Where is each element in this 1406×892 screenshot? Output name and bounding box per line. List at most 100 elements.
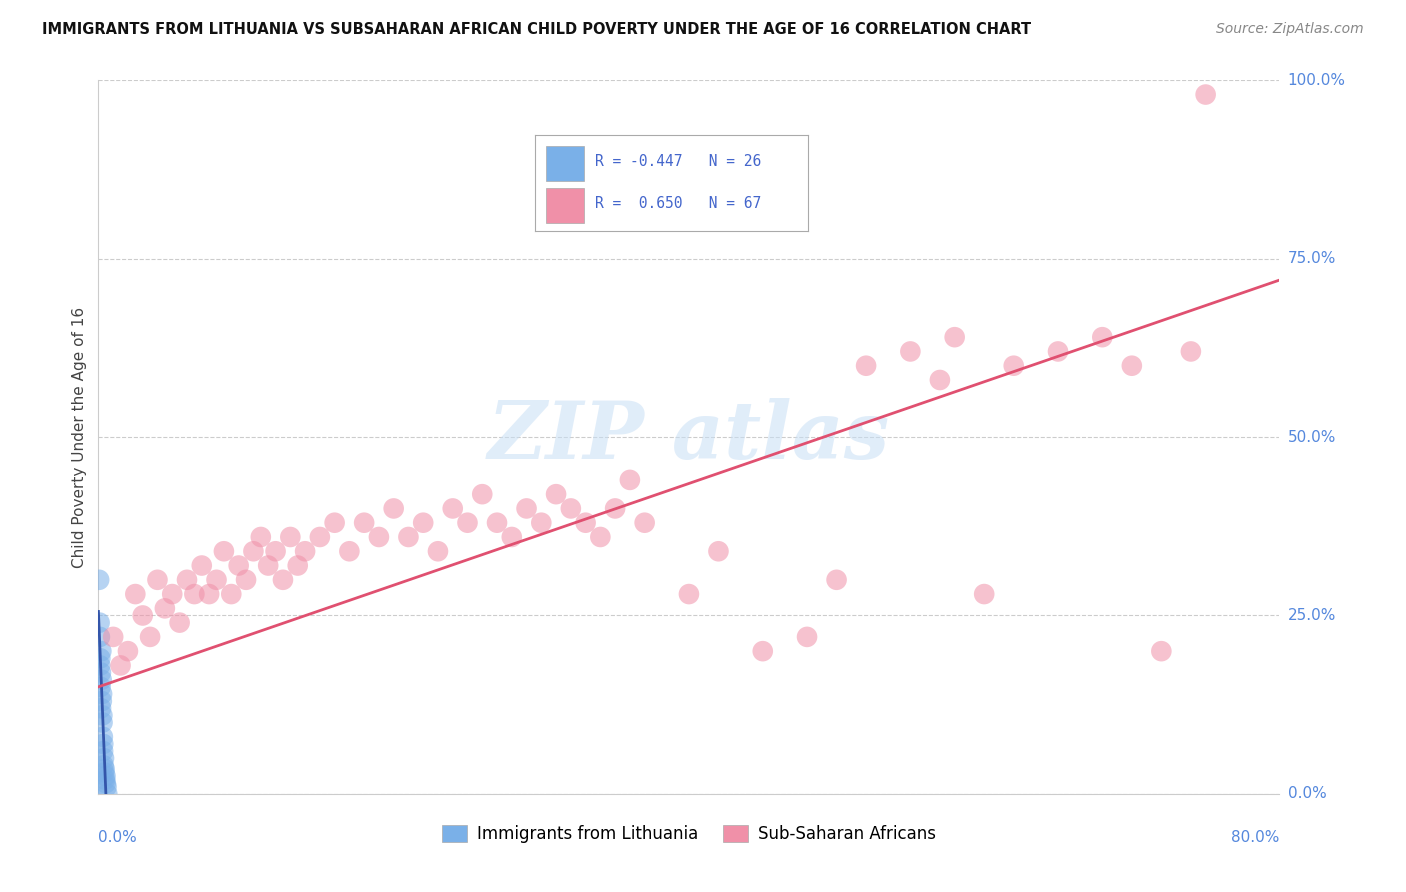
Point [91, 737, 114, 751]
Point [1150, 644, 1173, 658]
Point [589, 530, 612, 544]
Point [412, 516, 434, 530]
Point [139, 630, 162, 644]
Point [294, 544, 316, 558]
Text: 25.0%: 25.0% [1288, 608, 1336, 623]
Point [132, 608, 155, 623]
Point [929, 373, 952, 387]
Point [605, 501, 627, 516]
Point [93, 758, 115, 772]
Point [153, 601, 176, 615]
Point [198, 587, 221, 601]
Point [339, 544, 361, 558]
Point [90, 694, 112, 708]
Point [103, 630, 125, 644]
Point [90, 665, 112, 680]
Point [271, 573, 294, 587]
Point [110, 658, 132, 673]
Point [530, 516, 553, 530]
Point [457, 516, 479, 530]
Point [250, 530, 273, 544]
Point [91, 730, 114, 744]
Point [221, 587, 243, 601]
Text: 50.0%: 50.0% [1288, 430, 1336, 444]
Legend: Immigrants from Lithuania, Sub-Saharan Africans: Immigrants from Lithuania, Sub-Saharan A… [434, 818, 943, 850]
Point [94, 769, 117, 783]
Point [323, 516, 346, 530]
Point [205, 573, 228, 587]
Text: ZIP atlas: ZIP atlas [488, 399, 890, 475]
Point [634, 516, 657, 530]
Point [191, 558, 214, 573]
Point [94, 772, 117, 787]
FancyBboxPatch shape [546, 188, 585, 223]
Text: 0.0%: 0.0% [98, 830, 138, 845]
Point [471, 487, 494, 501]
Point [162, 587, 183, 601]
Point [825, 573, 848, 587]
Point [89, 658, 111, 673]
Point [183, 587, 205, 601]
Point [91, 744, 114, 758]
Point [287, 558, 309, 573]
Y-axis label: Child Poverty Under the Age of 16: Child Poverty Under the Age of 16 [72, 307, 87, 567]
Point [678, 587, 700, 601]
Point [1180, 344, 1202, 359]
Point [90, 680, 112, 694]
Text: 75.0%: 75.0% [1288, 252, 1336, 266]
Point [93, 765, 115, 780]
Point [93, 751, 115, 765]
Point [89, 630, 111, 644]
Point [1091, 330, 1114, 344]
Point [89, 573, 111, 587]
Point [264, 544, 287, 558]
Point [619, 473, 641, 487]
Text: R =  0.650   N = 67: R = 0.650 N = 67 [595, 196, 762, 211]
Point [124, 587, 146, 601]
Point [90, 701, 112, 715]
Point [546, 487, 568, 501]
FancyBboxPatch shape [546, 146, 585, 181]
Point [96, 787, 118, 801]
Text: 80.0%: 80.0% [1232, 830, 1279, 845]
Point [280, 530, 302, 544]
Point [91, 715, 114, 730]
Point [91, 708, 114, 723]
Point [353, 516, 375, 530]
Point [1047, 344, 1070, 359]
Point [427, 544, 450, 558]
Point [575, 516, 598, 530]
Point [93, 762, 115, 776]
Point [309, 530, 332, 544]
Point [1195, 87, 1218, 102]
Point [146, 573, 169, 587]
Point [516, 501, 538, 516]
Point [1002, 359, 1025, 373]
Point [90, 673, 112, 687]
Point [176, 573, 198, 587]
Point [257, 558, 280, 573]
Point [943, 330, 966, 344]
Point [212, 544, 235, 558]
Point [117, 644, 139, 658]
Point [382, 501, 405, 516]
Text: 0.0%: 0.0% [1288, 787, 1326, 801]
Point [94, 776, 117, 790]
Point [855, 359, 877, 373]
Point [441, 501, 464, 516]
Point [398, 530, 420, 544]
Point [707, 544, 730, 558]
Point [900, 344, 922, 359]
Text: 100.0%: 100.0% [1288, 73, 1346, 87]
Point [169, 615, 191, 630]
Text: Source: ZipAtlas.com: Source: ZipAtlas.com [1216, 22, 1364, 37]
Point [501, 530, 523, 544]
Point [89, 651, 111, 665]
Point [91, 687, 114, 701]
Point [89, 615, 111, 630]
Point [90, 644, 112, 658]
Point [973, 587, 995, 601]
Text: R = -0.447   N = 26: R = -0.447 N = 26 [595, 154, 762, 169]
Point [486, 516, 509, 530]
Point [368, 530, 391, 544]
